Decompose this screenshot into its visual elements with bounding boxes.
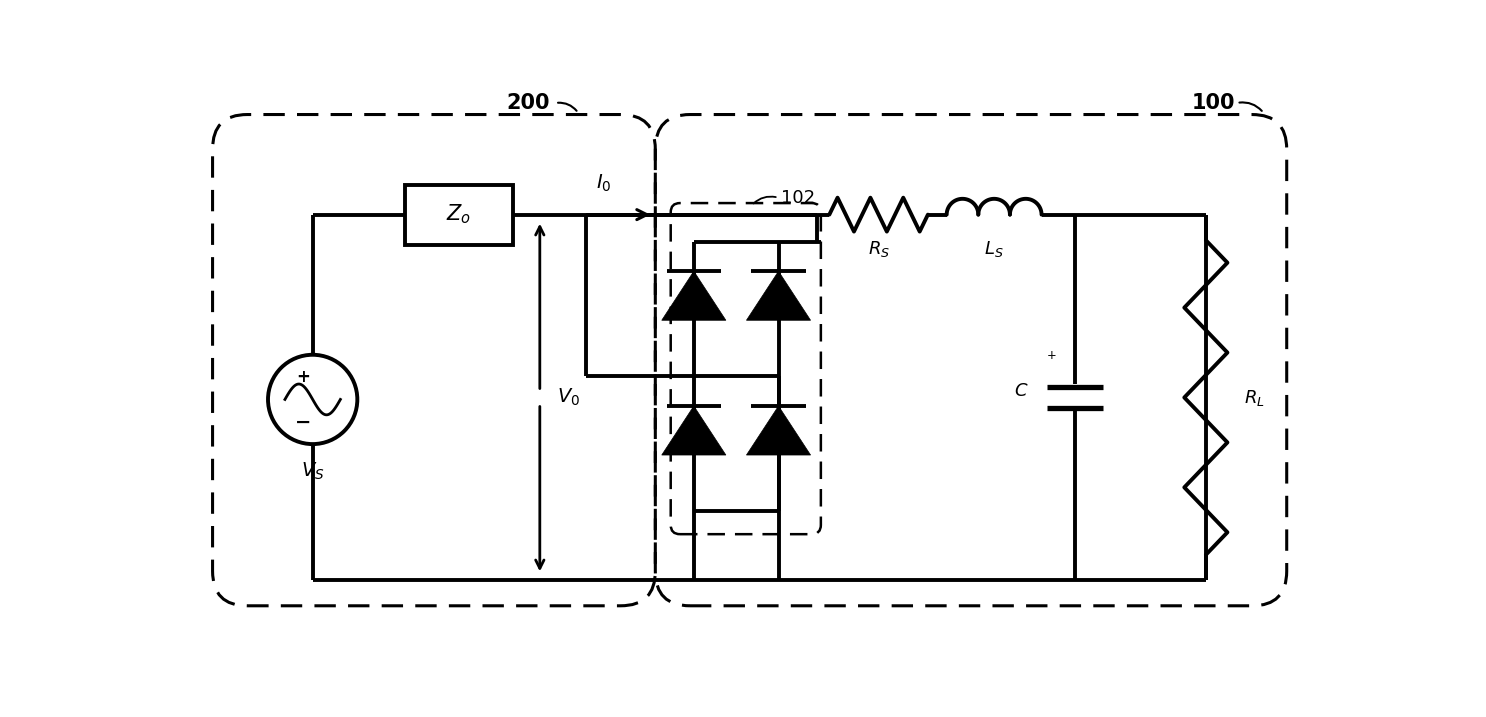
Polygon shape [746, 271, 810, 320]
Text: $R_L$: $R_L$ [1244, 387, 1265, 407]
Text: −: − [296, 413, 312, 432]
Text: $V_S$: $V_S$ [300, 461, 324, 483]
Text: 102: 102 [780, 189, 814, 206]
Text: $L_S$: $L_S$ [984, 239, 1005, 260]
Polygon shape [746, 406, 810, 455]
FancyBboxPatch shape [406, 184, 513, 244]
Text: $^+$: $^+$ [1043, 350, 1057, 368]
Text: 200: 200 [507, 93, 550, 113]
Text: $Z_o$: $Z_o$ [446, 203, 471, 227]
Text: $I_0$: $I_0$ [596, 174, 611, 194]
Text: 100: 100 [1192, 93, 1235, 113]
Text: $R_S$: $R_S$ [868, 239, 890, 260]
Text: $V_0$: $V_0$ [557, 387, 580, 408]
Text: $C$: $C$ [1015, 382, 1028, 400]
Polygon shape [661, 406, 725, 455]
Polygon shape [661, 271, 725, 320]
Text: +: + [297, 368, 311, 386]
